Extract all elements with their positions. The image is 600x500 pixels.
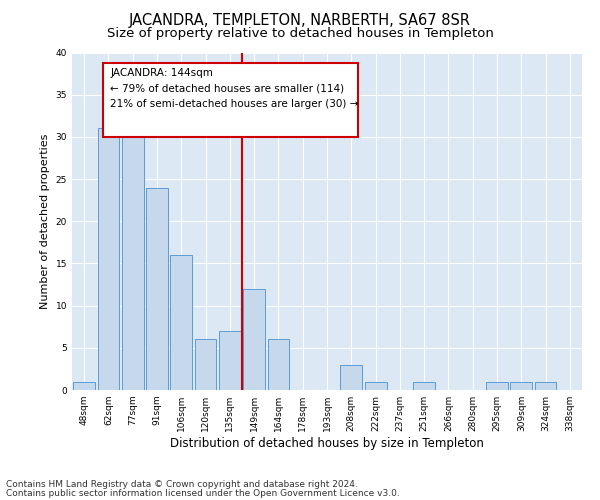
Bar: [97, 128, 119, 390]
FancyBboxPatch shape: [103, 62, 358, 137]
Text: JACANDRA: 144sqm
← 79% of detached houses are smaller (114)
21% of semi-detached: JACANDRA: 144sqm ← 79% of detached house…: [110, 68, 359, 109]
Bar: [170, 255, 192, 390]
Bar: [122, 120, 143, 390]
Text: Contains public sector information licensed under the Open Government Licence v3: Contains public sector information licen…: [6, 488, 400, 498]
Text: JACANDRA, TEMPLETON, NARBERTH, SA67 8SR: JACANDRA, TEMPLETON, NARBERTH, SA67 8SR: [129, 12, 471, 28]
X-axis label: Distribution of detached houses by size in Templeton: Distribution of detached houses by size …: [170, 437, 484, 450]
Bar: [243, 289, 265, 390]
Bar: [340, 364, 362, 390]
Bar: [365, 382, 386, 390]
Y-axis label: Number of detached properties: Number of detached properties: [40, 134, 50, 309]
Bar: [535, 382, 556, 390]
Text: Contains HM Land Registry data © Crown copyright and database right 2024.: Contains HM Land Registry data © Crown c…: [6, 480, 358, 489]
Bar: [73, 382, 95, 390]
Bar: [194, 340, 217, 390]
Bar: [486, 382, 508, 390]
Text: Size of property relative to detached houses in Templeton: Size of property relative to detached ho…: [107, 28, 493, 40]
Bar: [146, 188, 168, 390]
Bar: [219, 331, 241, 390]
Bar: [268, 340, 289, 390]
Bar: [511, 382, 532, 390]
Bar: [413, 382, 435, 390]
